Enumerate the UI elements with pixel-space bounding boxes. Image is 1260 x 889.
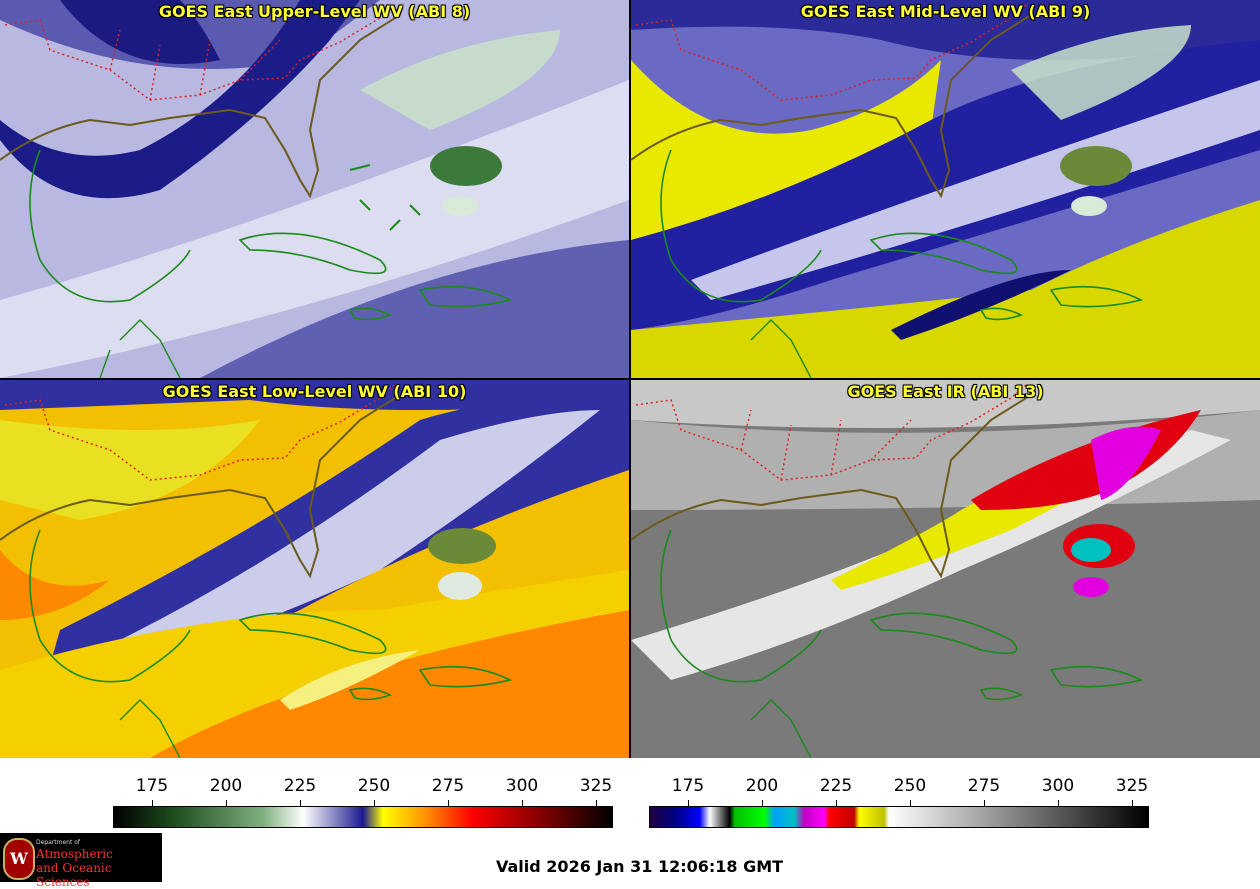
mid-level-wv-image [631, 0, 1260, 378]
logo-dept-text: Department of [36, 839, 80, 846]
ir-tick-label: 275 [967, 776, 1001, 796]
ir-tick-label: 200 [745, 776, 779, 796]
wv-tick-mark [226, 800, 227, 806]
ir-tick-mark [984, 800, 985, 806]
wv-tick-mark [300, 800, 301, 806]
uw-seal-icon: W [3, 838, 35, 880]
mid-level-wv-panel: GOES East Mid-Level WV (ABI 9) [631, 0, 1260, 378]
panel-divider-horizontal [0, 378, 1260, 380]
low-level-wv-title: GOES East Low-Level WV (ABI 10) [162, 382, 467, 401]
wv-tick-label: 200 [209, 776, 243, 796]
wv-colorbar-ticks: 175 200 225 250 275 300 325 [113, 772, 613, 806]
wv-tick-label: 225 [283, 776, 317, 796]
ir-tick-mark [910, 800, 911, 806]
wv-tick-label: 300 [505, 776, 539, 796]
ir-tick-mark [762, 800, 763, 806]
ir-tick-label: 225 [819, 776, 853, 796]
wv-tick-label: 275 [431, 776, 465, 796]
ir-tick-label: 300 [1041, 776, 1075, 796]
valid-time: Valid 2026 Jan 31 12:06:18 GMT [496, 857, 784, 876]
upper-level-wv-panel: GOES East Upper-Level WV (ABI 8) [0, 0, 629, 378]
wv-tick-mark [448, 800, 449, 806]
wv-colorbar [113, 806, 613, 828]
ir-colorbar [649, 806, 1149, 828]
ir-tick-mark [688, 800, 689, 806]
wv-tick-label: 175 [135, 776, 169, 796]
ir-tick-mark [836, 800, 837, 806]
low-level-wv-image [0, 380, 629, 758]
ir-title: GOES East IR (ABI 13) [847, 382, 1044, 401]
wv-tick-label: 325 [579, 776, 613, 796]
ir-tick-label: 175 [671, 776, 705, 796]
ir-tick-mark [1058, 800, 1059, 806]
ir-panel: GOES East IR (ABI 13) [631, 380, 1260, 758]
ir-image [631, 380, 1260, 758]
aos-logo: W Department of Atmospheric and Oceanic … [0, 833, 162, 889]
upper-level-wv-title: GOES East Upper-Level WV (ABI 8) [158, 2, 471, 21]
ir-tick-mark [1132, 800, 1133, 806]
logo-line2: and Oceanic Sciences [36, 861, 112, 889]
wv-tick-label: 250 [357, 776, 391, 796]
wv-tick-mark [522, 800, 523, 806]
ir-tick-label: 325 [1115, 776, 1149, 796]
low-level-wv-panel: GOES East Low-Level WV (ABI 10) [0, 380, 629, 758]
wv-tick-mark [374, 800, 375, 806]
wv-tick-mark [596, 800, 597, 806]
ir-colorbar-ticks: 175 200 225 250 275 300 325 [649, 772, 1149, 806]
mid-level-wv-title: GOES East Mid-Level WV (ABI 9) [800, 2, 1091, 21]
wv-tick-mark [152, 800, 153, 806]
upper-level-wv-image [0, 0, 629, 378]
logo-line1: Atmospheric [36, 847, 113, 861]
ir-tick-label: 250 [893, 776, 927, 796]
